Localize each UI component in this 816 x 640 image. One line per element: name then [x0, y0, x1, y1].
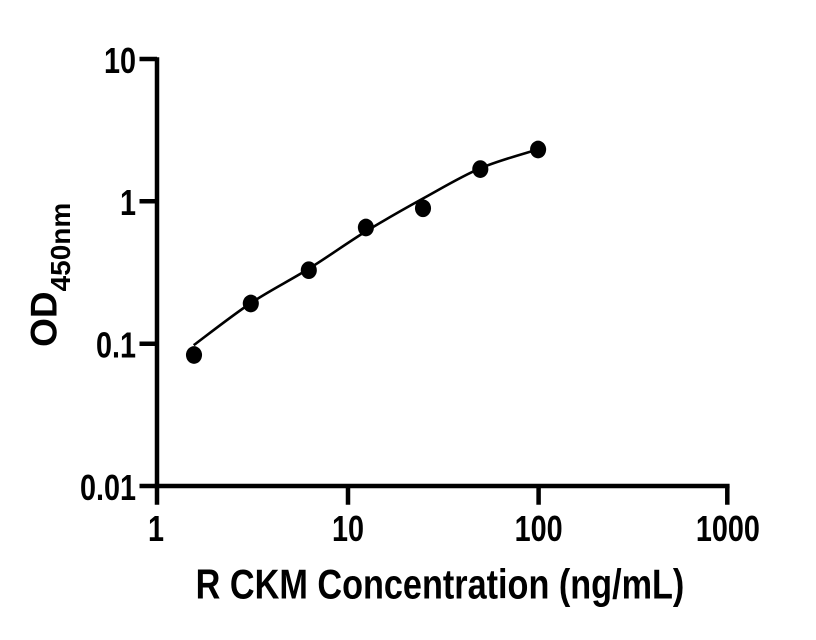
svg-text:0.01: 0.01	[80, 467, 136, 508]
svg-text:1: 1	[148, 508, 164, 549]
svg-text:10: 10	[332, 508, 364, 549]
svg-text:OD450nm: OD450nm	[24, 203, 77, 347]
svg-text:R CKM Concentration (ng/mL): R CKM Concentration (ng/mL)	[196, 563, 685, 609]
svg-text:100: 100	[515, 508, 563, 549]
svg-text:10: 10	[104, 40, 136, 81]
svg-text:1000: 1000	[696, 508, 760, 549]
svg-text:1: 1	[120, 182, 136, 223]
svg-text:0.1: 0.1	[96, 324, 136, 365]
